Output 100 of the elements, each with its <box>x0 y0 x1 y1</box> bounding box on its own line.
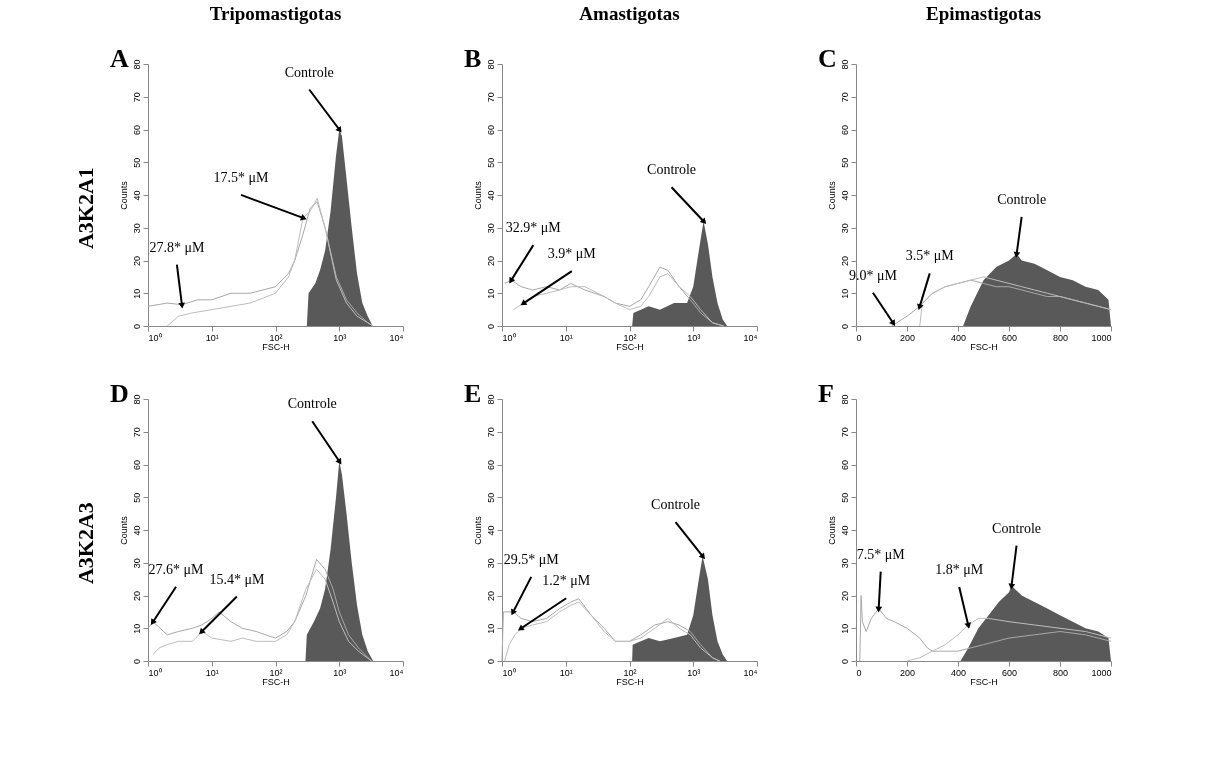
text: B <box>464 44 482 73</box>
annotation: 1.2* μM <box>542 573 591 589</box>
x-tick-label: 10¹ <box>559 332 573 343</box>
y-tick-label: 60 <box>839 124 850 136</box>
annotation: 3.9* μM <box>547 246 597 262</box>
y-tick-label: 0 <box>131 658 142 665</box>
y-tick-label: 0 <box>485 658 496 665</box>
y-axis-title: Counts <box>472 515 483 545</box>
y-tick-label: 50 <box>485 157 496 168</box>
x-tick-label: 600 <box>1001 332 1018 343</box>
x-tick-label: 10⁰ <box>502 332 516 343</box>
annotation: Controle <box>651 497 701 513</box>
x-tick-label: 10² <box>623 667 637 678</box>
annotation: 17.5* μM <box>213 169 270 185</box>
y-tick-label: 10 <box>131 623 142 634</box>
y-axis-title: Counts <box>118 180 129 210</box>
x-tick-label: 10⁰ <box>148 332 162 343</box>
y-tick-label: 40 <box>839 190 850 201</box>
y-tick-label: 30 <box>485 223 496 234</box>
y-tick-label: 70 <box>131 92 142 103</box>
y-tick-label: 70 <box>485 427 496 438</box>
chart-title: Tripomastigotas <box>209 3 342 24</box>
y-tick-label: 50 <box>485 492 496 503</box>
x-tick-label: 10³ <box>333 332 347 343</box>
y-tick-label: 30 <box>131 223 142 234</box>
x-axis-title: FSC-H <box>262 341 290 352</box>
text: A3K2A1 <box>73 167 98 250</box>
y-tick-label: 0 <box>131 323 142 330</box>
annotation: Controle <box>284 64 334 80</box>
x-tick-label: 1000 <box>1091 332 1112 343</box>
x-axis-title: FSC-H <box>970 341 998 352</box>
y-tick-label: 40 <box>131 190 142 201</box>
annotation: Controle <box>992 520 1042 536</box>
y-tick-label: 0 <box>839 658 850 665</box>
annotation: 7.5* μM <box>856 546 906 562</box>
y-tick-label: 50 <box>131 492 142 503</box>
line-series <box>906 617 1112 662</box>
text: A <box>110 44 129 73</box>
text: C <box>818 44 837 73</box>
y-tick-label: 10 <box>485 623 496 634</box>
y-tick-label: 40 <box>485 525 496 536</box>
x-tick-label: 400 <box>950 332 967 343</box>
x-tick-label: 10⁴ <box>743 332 758 343</box>
x-tick-label: 0 <box>856 332 862 343</box>
y-tick-label: 20 <box>131 590 142 602</box>
line-series <box>919 276 1112 327</box>
annotation: 9.0* μM <box>848 267 898 283</box>
y-tick-label: 60 <box>131 124 142 136</box>
x-tick-label: 200 <box>899 667 916 678</box>
x-tick-label: 10⁰ <box>148 667 162 678</box>
x-axis-title: FSC-H <box>262 676 290 687</box>
y-axis-title: Counts <box>472 180 483 210</box>
y-tick-label: 80 <box>485 394 496 405</box>
y-tick-label: 50 <box>839 492 850 503</box>
x-tick-label: 600 <box>1001 667 1018 678</box>
y-tick-label: 60 <box>131 459 142 471</box>
y-axis-title: Counts <box>826 515 837 545</box>
y-tick-label: 20 <box>131 255 142 267</box>
x-tick-label: 10² <box>623 332 637 343</box>
x-axis-title: FSC-H <box>616 341 644 352</box>
y-tick-label: 70 <box>485 92 496 103</box>
x-tick-label: 200 <box>899 332 916 343</box>
chart-title: Amastigotas <box>579 3 680 24</box>
annotation: 1.8* μM <box>935 561 984 577</box>
x-tick-label: 10⁰ <box>502 667 516 678</box>
chart-title: Epimastigotas <box>925 3 1042 24</box>
x-tick-label: 1000 <box>1091 667 1112 678</box>
y-tick-label: 20 <box>485 590 496 602</box>
y-tick-label: 70 <box>839 427 850 438</box>
y-tick-label: 30 <box>485 558 496 569</box>
y-tick-label: 20 <box>485 255 496 267</box>
annotation: Controle <box>287 396 337 412</box>
x-tick-label: 800 <box>1052 667 1069 678</box>
annotation: 15.4* μM <box>209 571 265 587</box>
x-tick-label: 400 <box>950 667 967 678</box>
annotation: 27.8* μM <box>149 239 205 255</box>
annotation: 27.6* μM <box>148 561 205 577</box>
x-tick-label: 10⁴ <box>389 667 404 678</box>
text: F <box>818 379 834 408</box>
y-tick-label: 10 <box>485 288 496 299</box>
y-axis-title: Counts <box>118 515 129 545</box>
x-tick-label: 10² <box>269 332 283 343</box>
y-tick-label: 20 <box>839 255 850 267</box>
y-tick-label: 0 <box>485 323 496 330</box>
y-tick-label: 30 <box>839 223 850 234</box>
x-tick-label: 800 <box>1052 332 1069 343</box>
x-tick-label: 10³ <box>687 667 701 678</box>
x-tick-label: 10³ <box>687 332 701 343</box>
text: D <box>110 379 129 408</box>
y-tick-label: 70 <box>131 427 142 438</box>
y-tick-label: 10 <box>839 623 850 634</box>
y-tick-label: 70 <box>839 92 850 103</box>
y-tick-label: 10 <box>839 288 850 299</box>
y-tick-label: 60 <box>839 459 850 471</box>
y-tick-label: 80 <box>485 59 496 70</box>
x-tick-label: 0 <box>856 667 862 678</box>
y-tick-label: 50 <box>839 157 850 168</box>
annotation: 29.5* μM <box>503 551 560 567</box>
annotation: 3.5* μM <box>905 248 955 264</box>
annotation: Controle <box>647 162 697 178</box>
